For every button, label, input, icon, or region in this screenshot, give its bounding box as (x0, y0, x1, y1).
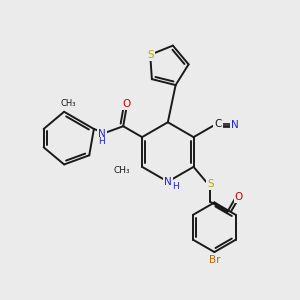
Text: O: O (122, 99, 130, 109)
Text: N: N (231, 120, 239, 130)
Text: H: H (98, 137, 105, 146)
Text: N: N (164, 177, 172, 187)
Text: S: S (147, 50, 154, 60)
Text: Br: Br (208, 255, 220, 265)
Text: N: N (98, 129, 106, 139)
Text: CH₃: CH₃ (114, 166, 130, 175)
Text: CH₃: CH₃ (60, 99, 76, 108)
Text: C: C (214, 119, 222, 129)
Text: O: O (235, 192, 243, 202)
Text: H: H (172, 182, 179, 191)
Text: S: S (207, 179, 214, 189)
